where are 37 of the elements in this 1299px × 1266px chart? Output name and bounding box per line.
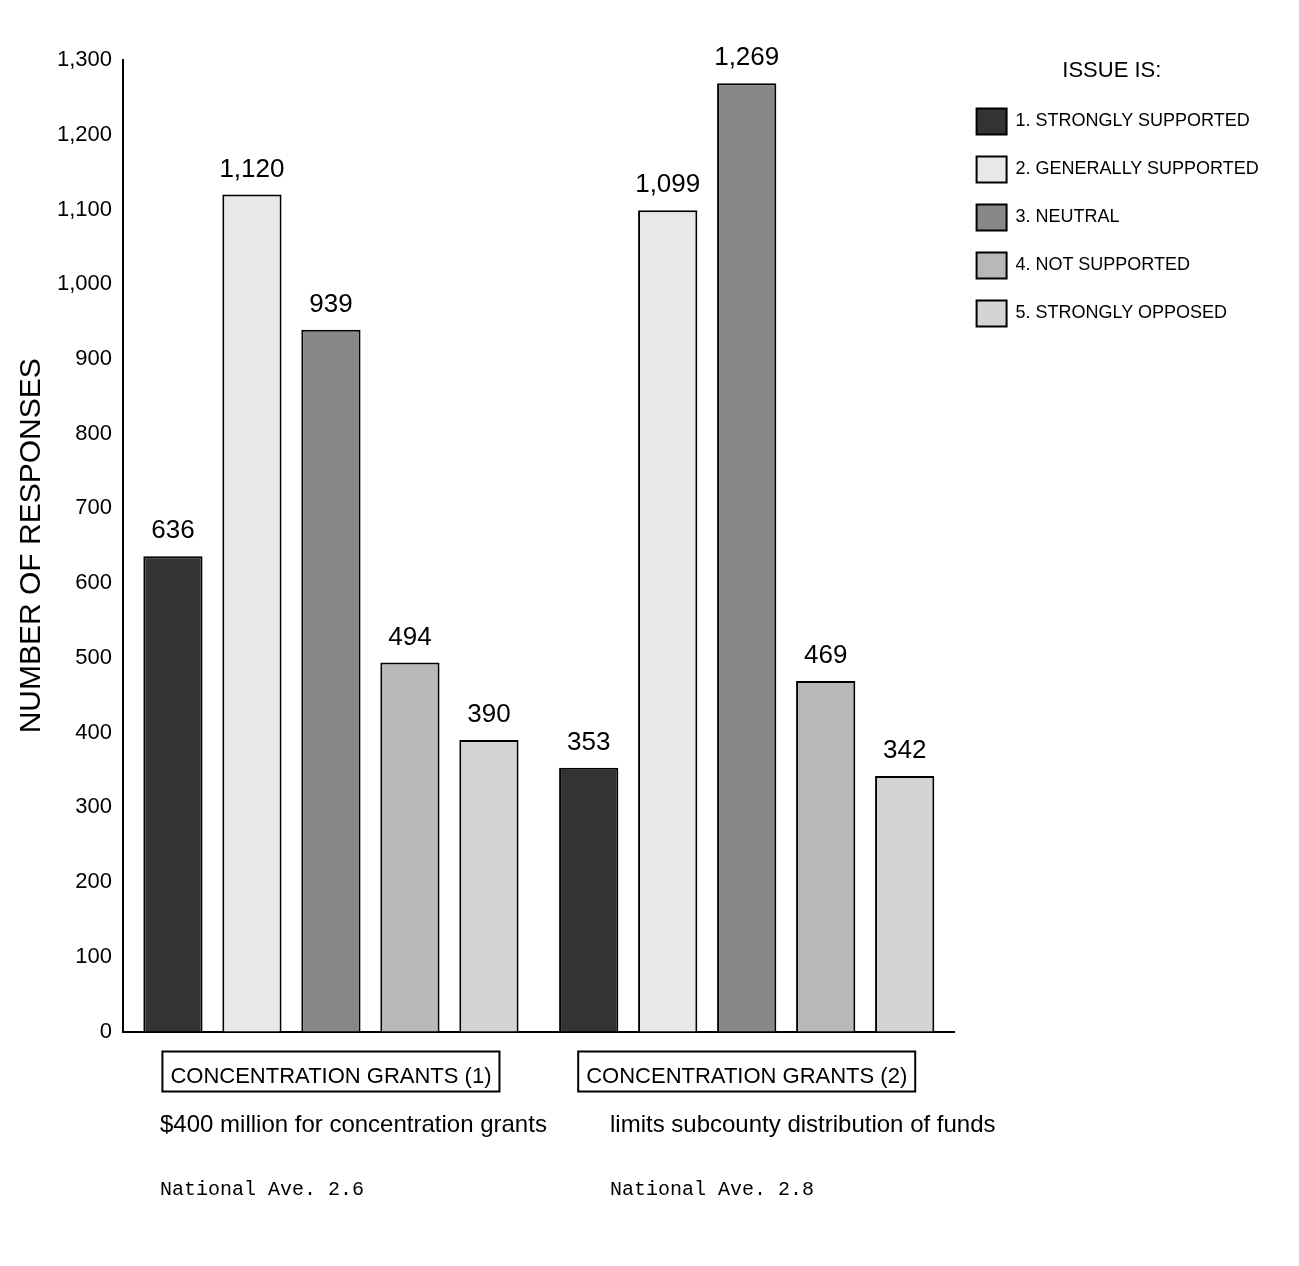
data-label: 390 [467,698,511,729]
y-tick-label: 400 [75,718,113,744]
data-label: 469 [804,639,848,670]
y-tick-label: 600 [75,569,113,595]
y-tick-label: 300 [75,793,113,819]
y-tick-label: 100 [75,942,113,968]
y-tick-label: 800 [75,419,113,445]
text: limits subcounty distribution of funds [610,1110,997,1138]
data-label: 353 [567,725,611,756]
text: National Ave. 2.8 [610,1178,816,1201]
data-label: 1,269 [714,41,780,72]
y-tick-label: 900 [75,345,113,371]
y-axis-title: NUMBER OF RESPONSES [13,358,47,734]
legend-label: 1. STRONGLY SUPPORTED [1015,110,1250,131]
legend-label: 2. GENERALLY SUPPORTED [1015,158,1259,179]
data-label: 636 [151,514,195,545]
data-label: 342 [883,734,927,765]
data-label: 494 [388,620,432,651]
text: $400 million for concentration grants [160,1110,548,1138]
data-label: 1,099 [635,168,701,199]
data-label: 939 [309,287,353,318]
legend-title: ISSUE IS: [1062,57,1162,83]
legend-label: 4. NOT SUPPORTED [1015,254,1190,275]
x-tick-label: CONCENTRATION GRANTS (1) [170,1062,492,1088]
text: National Ave. 2.6 [160,1178,366,1201]
legend-label: 5. STRONGLY OPPOSED [1015,302,1227,323]
x-tick-label: CONCENTRATION GRANTS (2) [586,1062,908,1088]
y-tick-label: 1,000 [56,270,113,296]
y-tick-label: 1,200 [56,120,113,146]
y-tick-label: 1,100 [56,195,113,221]
legend-label: 3. NEUTRAL [1015,206,1120,227]
y-tick-label: 1,300 [56,46,113,72]
y-tick-label: 500 [75,643,113,669]
y-tick-label: 700 [75,494,113,520]
data-label: 1,120 [219,152,285,183]
y-tick-label: 200 [75,868,113,894]
y-tick-label: 0 [99,1017,113,1043]
